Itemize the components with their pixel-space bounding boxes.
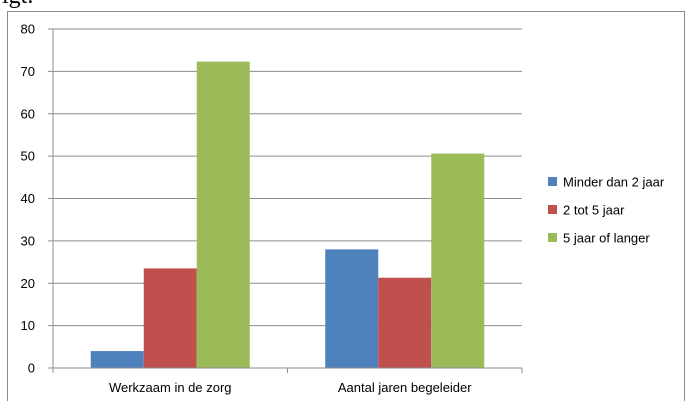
- bars: [90, 61, 485, 368]
- bar-1-2: [325, 249, 379, 368]
- legend-label: 2 tot 5 jaar: [563, 203, 625, 218]
- y-tick-label: 50: [21, 149, 35, 164]
- category-label: Aantal jaren begeleider: [338, 380, 472, 395]
- legend-label: Minder dan 2 jaar: [563, 175, 665, 190]
- bar-3-1: [196, 61, 250, 368]
- x-axis-labels: Werkzaam in de zorg Aantal jaren begeleid…: [109, 380, 472, 395]
- bar-1-1: [90, 351, 144, 368]
- y-tick-label: 10: [21, 318, 35, 333]
- chart-frame: [7, 11, 685, 401]
- y-tick-label: 60: [21, 106, 35, 121]
- axes: [48, 29, 523, 373]
- y-tick-label: 80: [21, 22, 35, 37]
- legend: Minder dan 2 jaar 2 tot 5 jaar 5 jaar of l…: [548, 175, 665, 246]
- bar-3-2: [431, 153, 485, 368]
- y-tick-label: 0: [28, 361, 35, 376]
- y-tick-label: 20: [21, 276, 35, 291]
- legend-swatch: [548, 233, 557, 242]
- legend-swatch: [548, 205, 557, 214]
- y-axis-ticks: 0 10 20 30 40 50 60 70 80: [21, 22, 53, 376]
- y-tick-label: 30: [21, 233, 35, 248]
- bar-2-2: [378, 277, 432, 368]
- legend-label: 5 jaar of langer: [563, 231, 650, 246]
- y-tick-label: 70: [21, 64, 35, 79]
- bar-2-1: [143, 268, 197, 368]
- category-label: Werkzaam in de zorg: [109, 380, 232, 395]
- page-text-fragment: lgt.: [2, 0, 33, 10]
- legend-swatch: [548, 177, 557, 186]
- y-tick-label: 40: [21, 191, 35, 206]
